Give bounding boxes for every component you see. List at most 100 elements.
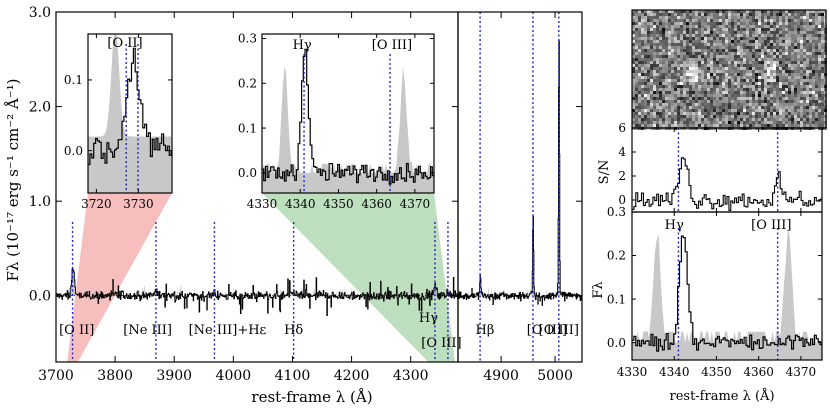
pixel [776, 61, 779, 64]
pixel [788, 70, 791, 73]
pixel [641, 52, 644, 55]
pixel [704, 67, 707, 70]
pixel [680, 121, 683, 124]
pixel [764, 37, 767, 40]
pixel [821, 46, 824, 49]
pixel [695, 25, 698, 28]
pixel [758, 73, 761, 76]
pixel [671, 10, 674, 13]
pixel [791, 88, 794, 91]
pixel [821, 103, 824, 106]
pixel [716, 46, 719, 49]
pixel [647, 64, 650, 67]
pixel [797, 106, 800, 109]
pixel [701, 49, 704, 52]
pixel [809, 76, 812, 79]
pixel [791, 73, 794, 76]
pixel [716, 61, 719, 64]
pixel [662, 16, 665, 19]
pixel [656, 106, 659, 109]
pixel [707, 16, 710, 19]
pixel [752, 112, 755, 115]
pixel [812, 70, 815, 73]
pixel [800, 34, 803, 37]
pixel [764, 49, 767, 52]
pixel [743, 91, 746, 94]
pixel [806, 79, 809, 82]
pixel [722, 85, 725, 88]
pixel [818, 103, 821, 106]
flux-right-label: Hγ [665, 218, 684, 233]
pixel [725, 73, 728, 76]
pixel [728, 115, 731, 118]
pixel [800, 82, 803, 85]
pixel [734, 91, 737, 94]
pixel [644, 118, 647, 121]
pixel [701, 31, 704, 34]
pixel [713, 31, 716, 34]
pixel [710, 16, 713, 19]
pixel [686, 85, 689, 88]
pixel [725, 85, 728, 88]
pixel [722, 73, 725, 76]
pixel [758, 100, 761, 103]
pixel [647, 88, 650, 91]
pixel [782, 46, 785, 49]
pixel [668, 100, 671, 103]
pixel [773, 10, 776, 13]
pixel [698, 73, 701, 76]
pixel [821, 61, 824, 64]
pixel [638, 76, 641, 79]
pixel [770, 40, 773, 43]
pixel [800, 58, 803, 61]
pixel [734, 82, 737, 85]
pixel [644, 28, 647, 31]
pixel [773, 55, 776, 58]
pixel [668, 28, 671, 31]
pixel [689, 115, 692, 118]
pixel [770, 37, 773, 40]
pixel [785, 10, 788, 13]
pixel [797, 79, 800, 82]
pixel [782, 10, 785, 13]
pixel [791, 22, 794, 25]
pixel [701, 91, 704, 94]
pixel [755, 79, 758, 82]
pixel [689, 64, 692, 67]
pixel [701, 40, 704, 43]
pixel [644, 22, 647, 25]
pixel [674, 91, 677, 94]
pixel [743, 19, 746, 22]
pixel [653, 94, 656, 97]
pixel [650, 67, 653, 70]
pixel [755, 85, 758, 88]
pixel [713, 76, 716, 79]
pixel [731, 97, 734, 100]
pixel [713, 97, 716, 100]
pixel [746, 49, 749, 52]
pixel [794, 40, 797, 43]
pixel [764, 70, 767, 73]
pixel [677, 64, 680, 67]
pixel [821, 73, 824, 76]
pixel [650, 82, 653, 85]
pixel [719, 88, 722, 91]
pixel [812, 73, 815, 76]
pixel [794, 70, 797, 73]
pixel [680, 91, 683, 94]
pixel [644, 112, 647, 115]
pixel [695, 16, 698, 19]
pixel [779, 73, 782, 76]
main-x-axis-label: rest-frame λ (Å) [251, 388, 372, 406]
pixel [773, 16, 776, 19]
pixel [653, 13, 656, 16]
y-tick-label: 6 [618, 121, 626, 135]
pixel [806, 106, 809, 109]
pixel [770, 115, 773, 118]
pixel [668, 10, 671, 13]
pixel [695, 46, 698, 49]
pixel [779, 37, 782, 40]
pixel [677, 88, 680, 91]
pixel [680, 115, 683, 118]
pixel [737, 55, 740, 58]
